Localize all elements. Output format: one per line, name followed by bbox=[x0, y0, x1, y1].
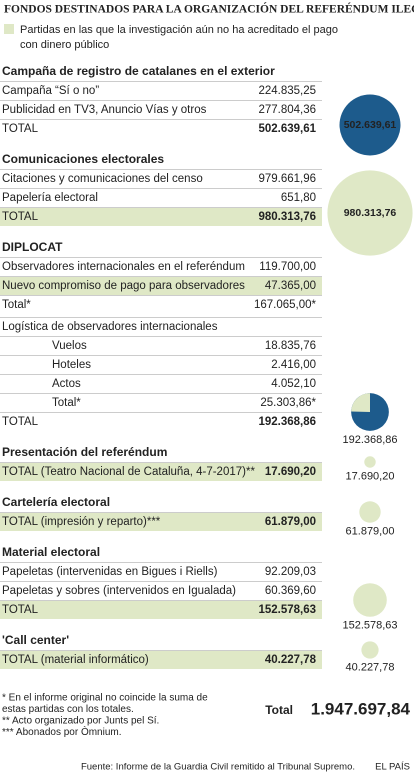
row-label: TOTAL (Teatro Nacional de Cataluña, 4-7-… bbox=[2, 466, 255, 478]
row-value: 47.365,00 bbox=[265, 280, 316, 292]
circle-label: 502.639,61 bbox=[344, 119, 397, 131]
row-value: 18.835,76 bbox=[265, 340, 316, 352]
circle bbox=[339, 94, 401, 156]
section-title: DIPLOCAT bbox=[2, 240, 63, 254]
row-label: Hoteles bbox=[52, 359, 91, 371]
circle-label: 192.368,86 bbox=[342, 434, 397, 446]
legend-swatch bbox=[4, 24, 14, 34]
highlight bbox=[0, 513, 322, 531]
row-value: 167.065,00* bbox=[254, 299, 317, 311]
row-value: 61.879,00 bbox=[265, 516, 316, 528]
highlight bbox=[0, 463, 322, 481]
row-label: TOTAL bbox=[2, 416, 39, 428]
row-value: 92.209,03 bbox=[265, 566, 316, 578]
row-value: 152.578,63 bbox=[258, 604, 316, 616]
row-label: Papelería electoral bbox=[2, 192, 98, 204]
row-label: Observadores internacionales en el refer… bbox=[2, 261, 245, 273]
row-label: Papeletas y sobres (intervenidos en Igua… bbox=[2, 585, 236, 597]
title: FONDOS DESTINADOS PARA LA ORGANIZACIÓN D… bbox=[4, 2, 414, 16]
row-value: 651,80 bbox=[281, 192, 316, 204]
row-value: 4.052,10 bbox=[271, 378, 316, 390]
row-value: 277.804,36 bbox=[258, 104, 316, 116]
row-value: 2.416,00 bbox=[271, 359, 316, 371]
circle-label: 61.879,00 bbox=[346, 526, 395, 538]
row-label: Papeletas (intervenidas en Bigues i Riel… bbox=[2, 566, 218, 578]
section-title: Comunicaciones electorales bbox=[2, 152, 164, 166]
row-value: 60.369,60 bbox=[265, 585, 316, 597]
circle-label: 17.690,20 bbox=[346, 471, 395, 483]
circle-label: 40.227,78 bbox=[346, 662, 395, 674]
row-label: Logística de observadores internacionale… bbox=[2, 321, 218, 333]
section-title: Presentación del referéndum bbox=[2, 445, 167, 459]
circle bbox=[364, 456, 376, 468]
row-value: 502.639,61 bbox=[258, 123, 316, 135]
circle bbox=[327, 170, 413, 256]
section-title: 'Call center' bbox=[2, 633, 69, 647]
brand: EL PAÍS bbox=[375, 762, 410, 773]
row-label: Total* bbox=[2, 299, 31, 311]
row-value: 980.313,76 bbox=[258, 211, 316, 223]
row-value: 40.227,78 bbox=[265, 654, 317, 666]
footnote: estas partidas con los totales. bbox=[2, 704, 134, 715]
grand-total-value: 1.947.697,84 bbox=[311, 699, 411, 718]
circle bbox=[361, 641, 379, 659]
row-label: Campaña “Sí o no” bbox=[2, 85, 99, 97]
circle-label: 152.578,63 bbox=[342, 620, 397, 632]
row-label: Citaciones y comunicaciones del censo bbox=[2, 173, 203, 185]
footnote: * En el informe original no coincide la … bbox=[2, 693, 208, 704]
row-label: TOTAL bbox=[2, 123, 39, 135]
row-value: 25.303,86* bbox=[260, 397, 316, 409]
circle bbox=[353, 583, 387, 617]
row-value: 979.661,96 bbox=[258, 173, 316, 185]
circle bbox=[359, 501, 381, 523]
legend-text: con dinero público bbox=[20, 39, 109, 51]
footnote: ** Acto organizado por Junts pel Sí. bbox=[2, 716, 159, 727]
pie-slice bbox=[351, 393, 370, 412]
row-label: Nuevo compromiso de pago para observador… bbox=[2, 280, 245, 292]
circle-label: 980.313,76 bbox=[344, 207, 397, 219]
row-value: 192.368,86 bbox=[258, 416, 316, 428]
section-title: Cartelería electoral bbox=[2, 495, 110, 509]
grand-total-label: Total bbox=[265, 703, 293, 717]
row-label: Publicidad en TV3, Anuncio Vías y otros bbox=[2, 104, 207, 116]
source: Fuente: Informe de la Guardia Civil remi… bbox=[81, 762, 355, 773]
row-value: 17.690,20 bbox=[265, 466, 316, 478]
highlight bbox=[0, 208, 322, 226]
highlight bbox=[0, 651, 322, 669]
row-label: Vuelos bbox=[52, 340, 87, 352]
legend-text: Partidas en las que la investigación aún… bbox=[20, 24, 338, 36]
row-label: Actos bbox=[52, 378, 81, 390]
row-value: 224.835,25 bbox=[258, 85, 316, 97]
highlight bbox=[0, 601, 322, 619]
row-label: TOTAL (impresión y reparto)*** bbox=[2, 516, 161, 528]
highlight bbox=[0, 277, 322, 295]
row-label: Total* bbox=[52, 397, 81, 409]
row-label: TOTAL bbox=[2, 211, 39, 223]
row-value: 119.700,00 bbox=[259, 261, 316, 273]
section-title: Material electoral bbox=[2, 545, 100, 559]
section-title: Campaña de registro de catalanes en el e… bbox=[2, 64, 275, 78]
footnote: *** Abonados por Òmnium. bbox=[2, 725, 122, 738]
row-label: TOTAL bbox=[2, 604, 39, 616]
row-label: TOTAL (material informático) bbox=[2, 654, 149, 666]
